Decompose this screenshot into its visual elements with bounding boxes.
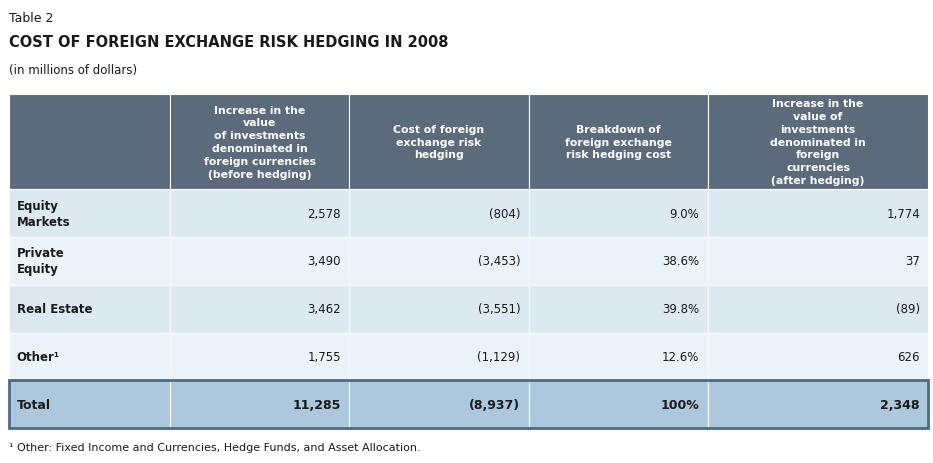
Text: 2,348: 2,348 [881,398,920,411]
Text: 12.6%: 12.6% [662,350,700,363]
Text: 3,490: 3,490 [308,255,341,268]
Text: 3,462: 3,462 [307,302,341,316]
Text: 1,774: 1,774 [886,207,920,220]
Text: (8,937): (8,937) [469,398,521,411]
Text: Private
Equity: Private Equity [17,247,64,276]
Text: 9.0%: 9.0% [670,207,700,220]
Text: Cost of foreign
exchange risk
hedging: Cost of foreign exchange risk hedging [394,125,484,160]
Text: 100%: 100% [661,398,700,411]
Text: (3,551): (3,551) [478,302,521,316]
Text: Increase in the
value
of investments
denominated in
foreign currencies
(before h: Increase in the value of investments den… [203,106,315,179]
Text: Breakdown of
foreign exchange
risk hedging cost: Breakdown of foreign exchange risk hedgi… [564,125,672,160]
Text: 2,578: 2,578 [308,207,341,220]
Text: 626: 626 [898,350,920,363]
Text: 39.8%: 39.8% [662,302,700,316]
Text: Table 2: Table 2 [9,12,54,25]
Text: Other¹: Other¹ [17,350,60,363]
Text: Increase in the
value of
investments
denominated in
foreign
currencies
(after he: Increase in the value of investments den… [770,99,866,186]
Text: 38.6%: 38.6% [662,255,700,268]
Text: 11,285: 11,285 [293,398,341,411]
Text: COST OF FOREIGN EXCHANGE RISK HEDGING IN 2008: COST OF FOREIGN EXCHANGE RISK HEDGING IN… [9,35,449,50]
Text: (in millions of dollars): (in millions of dollars) [9,64,137,77]
Text: Total: Total [17,398,50,411]
Text: (804): (804) [489,207,521,220]
Text: (3,453): (3,453) [478,255,521,268]
Text: Equity
Markets: Equity Markets [17,199,70,228]
Text: 1,755: 1,755 [308,350,341,363]
Text: Real Estate: Real Estate [17,302,92,316]
Text: ¹ Other: Fixed Income and Currencies, Hedge Funds, and Asset Allocation.: ¹ Other: Fixed Income and Currencies, He… [9,442,421,452]
Text: (89): (89) [896,302,920,316]
Text: 37: 37 [905,255,920,268]
Text: (1,129): (1,129) [477,350,521,363]
